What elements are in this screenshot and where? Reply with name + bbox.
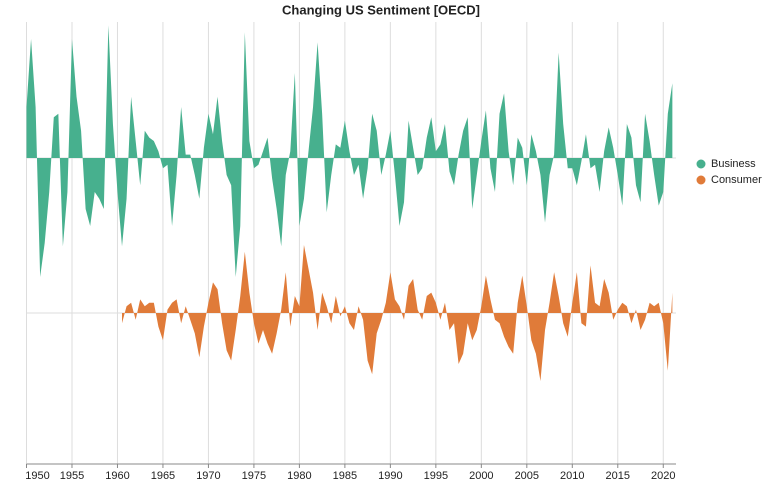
x-tick-label: 2015 — [606, 470, 630, 482]
x-tick-label: 2010 — [560, 470, 584, 482]
area — [26, 25, 673, 278]
x-tick-label: 1975 — [242, 470, 266, 482]
x-tick-label: 1960 — [105, 470, 129, 482]
x-tick-label: 2005 — [515, 470, 539, 482]
x-tick-label: 1970 — [196, 470, 220, 482]
x-tick-label: 1965 — [151, 470, 175, 482]
legend-label: Consumer — [711, 174, 762, 186]
x-tick-label: 1950 — [25, 470, 49, 482]
x-tick-label: 1980 — [287, 470, 311, 482]
x-tick-label: 1995 — [424, 470, 448, 482]
legend-marker — [695, 174, 707, 186]
x-tick-label: 2020 — [651, 470, 675, 482]
chart-title: Changing US Sentiment [OECD] — [282, 2, 480, 17]
legend-label: Business — [711, 158, 756, 170]
x-tick-label: 1955 — [60, 470, 84, 482]
x-tick-label: 1990 — [378, 470, 402, 482]
x-tick-label: 2000 — [469, 470, 493, 482]
x-tick-label: 1985 — [333, 470, 357, 482]
area — [122, 245, 673, 381]
legend-marker — [695, 158, 707, 170]
